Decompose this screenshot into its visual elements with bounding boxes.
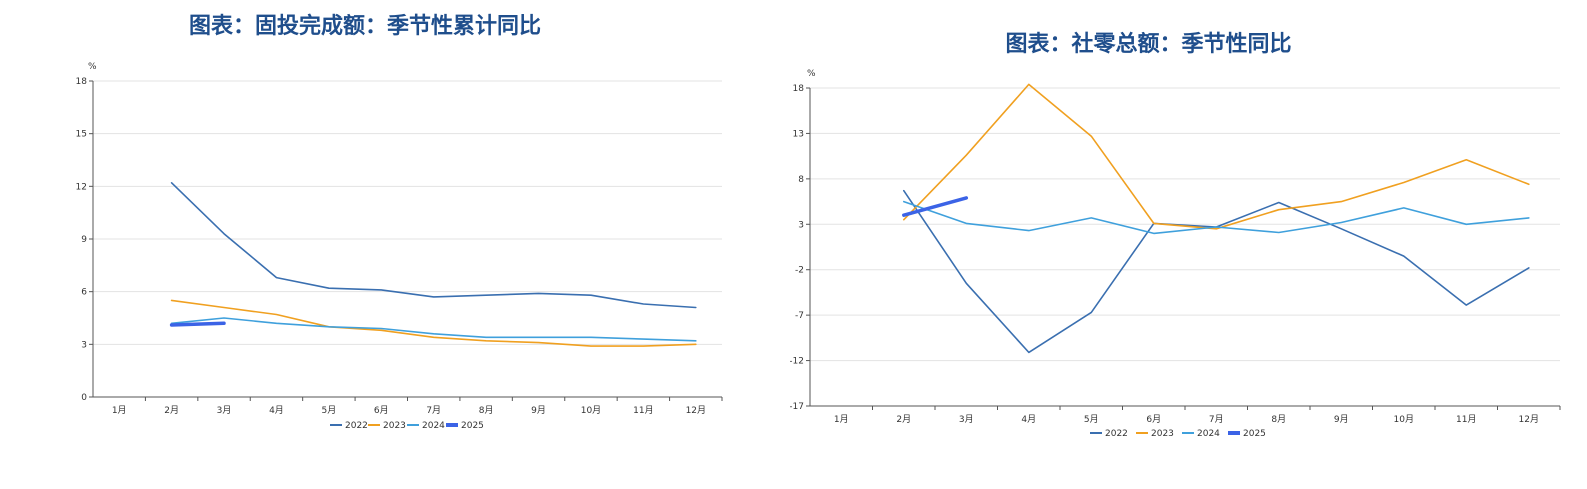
x-tick-label: 11月 <box>633 405 653 416</box>
x-tick-label: 8月 <box>1271 414 1286 425</box>
x-tick-label: 5月 <box>322 405 337 416</box>
y-tick-label: -12 <box>790 357 804 367</box>
line-chart-retail-sales: -17 -12 -7 -2 3 8 13 18% 1月 2月 3月 4月 5月 6月 7月 8月 9月 10月 11… <box>790 69 1561 439</box>
y-tick-label: 0 <box>81 393 87 403</box>
y-tick-label: -2 <box>795 266 804 276</box>
x-tick-label: 10月 <box>1394 414 1414 425</box>
y-tick-label: 9 <box>81 235 87 245</box>
x-tick-label: 3月 <box>959 414 974 425</box>
y-tick-label: 18 <box>793 84 805 94</box>
legend-label-2022: 2022 <box>1105 429 1128 439</box>
chart-title: 图表：固投完成额：季节性累计同比 <box>188 14 541 39</box>
x-tick-label: 1月 <box>834 414 849 425</box>
series-line-2023 <box>903 83 1530 230</box>
x-tick-label: 6月 <box>1146 414 1161 425</box>
y-axis-unit-label: % <box>88 62 97 72</box>
series-line-2022 <box>903 189 1530 354</box>
y-tick-label: 12 <box>76 182 87 192</box>
x-tick-label: 1月 <box>112 405 127 416</box>
legend-label-2023: 2023 <box>383 421 406 431</box>
series-line-2022 <box>170 182 697 309</box>
line-chart-fixed-asset-investment: 0 3 6 9 12 15 18% 1月 2月 3月 4月 5月 6月 7月 8月 9月 10月 11月 12月 20… <box>76 62 723 431</box>
legend-label-2025: 2025 <box>1243 429 1266 439</box>
y-tick-label: 18 <box>76 77 88 87</box>
x-tick-label: 2月 <box>164 405 179 416</box>
x-tick-label: 12月 <box>686 405 706 416</box>
x-tick-label: 4月 <box>269 405 284 416</box>
x-tick-label: 7月 <box>426 405 441 416</box>
y-tick-label: -7 <box>795 311 804 321</box>
chart-title: 图表：社零总额：季节性同比 <box>1005 32 1292 57</box>
x-tick-label: 3月 <box>217 405 232 416</box>
chart-panel-retail-sales: 图表：社零总额：季节性同比 -17 -12 -7 -2 3 8 13 18% 1月 2月 3月 4月 5… <box>790 0 1587 489</box>
series-line-2024 <box>170 317 697 342</box>
y-tick-label: -17 <box>790 402 804 412</box>
x-tick-label: 11月 <box>1456 414 1476 425</box>
y-tick-label: 8 <box>798 175 804 185</box>
legend-label-2025: 2025 <box>461 421 484 431</box>
x-tick-label: 6月 <box>374 405 389 416</box>
y-axis-unit-label: % <box>807 69 816 79</box>
x-tick-label: 8月 <box>479 405 494 416</box>
y-tick-label: 3 <box>798 220 804 230</box>
y-tick-label: 13 <box>793 129 804 139</box>
legend-label-2023: 2023 <box>1151 429 1174 439</box>
y-tick-label: 6 <box>81 288 87 298</box>
x-tick-label: 4月 <box>1021 414 1036 425</box>
legend-label-2022: 2022 <box>345 421 368 431</box>
series-line-2024 <box>903 200 1530 235</box>
series-line-2023 <box>170 299 697 347</box>
legend-label-2024: 2024 <box>1197 429 1220 439</box>
x-tick-label: 7月 <box>1209 414 1224 425</box>
chart-panel-fixed-asset-investment: 图表：固投完成额：季节性累计同比 0 3 6 9 12 15 18% 1月 2月 3月 4月 5月 6月… <box>0 0 790 489</box>
y-tick-label: 15 <box>76 130 87 140</box>
x-tick-label: 12月 <box>1519 414 1539 425</box>
series-line-2025 <box>169 321 226 327</box>
x-tick-label: 10月 <box>581 405 601 416</box>
x-tick-label: 2月 <box>896 414 911 425</box>
x-tick-label: 9月 <box>1334 414 1349 425</box>
legend-label-2024: 2024 <box>422 421 445 431</box>
x-tick-label: 9月 <box>531 405 546 416</box>
y-tick-label: 3 <box>81 340 87 350</box>
series-line-2025 <box>902 196 969 217</box>
x-tick-label: 5月 <box>1084 414 1099 425</box>
